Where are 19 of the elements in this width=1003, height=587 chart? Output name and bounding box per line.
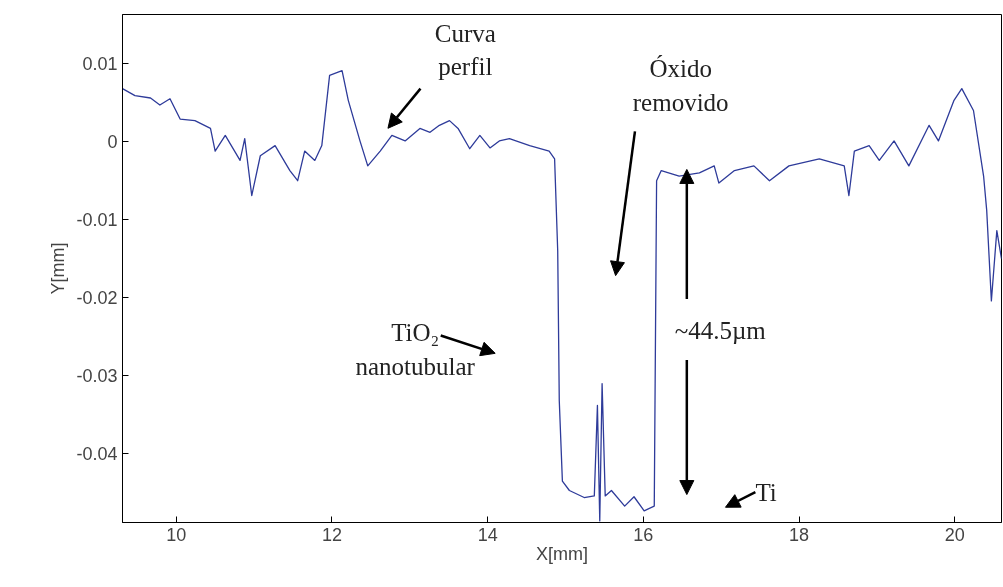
x-tick-label: 12 — [321, 524, 342, 545]
y-tick-label: -0.04 — [76, 444, 118, 465]
x-tick-label: 20 — [944, 524, 965, 545]
x-tick-label: 14 — [477, 524, 498, 545]
x-axis-title: X[mm] — [536, 543, 588, 564]
x-tick-label: 10 — [166, 524, 187, 545]
y-tick-label: -0.03 — [76, 366, 118, 387]
y-axis-title: Y[mm] — [48, 242, 69, 295]
y-tick-label: 0.01 — [82, 54, 118, 75]
y-tick-label: -0.01 — [76, 210, 118, 231]
annotation: Óxido removido — [632, 55, 729, 116]
y-tick-label: 0 — [107, 132, 118, 153]
x-tick-label: 18 — [789, 524, 810, 545]
y-tick-label: -0.02 — [76, 288, 118, 309]
annotation: Ti — [755, 479, 777, 507]
annotation: Curva perfil — [434, 19, 496, 81]
annotation: ~44.5µm — [674, 316, 767, 344]
x-tick-label: 16 — [633, 524, 654, 545]
annotation: TiO₂ nanotubular — [355, 319, 476, 381]
